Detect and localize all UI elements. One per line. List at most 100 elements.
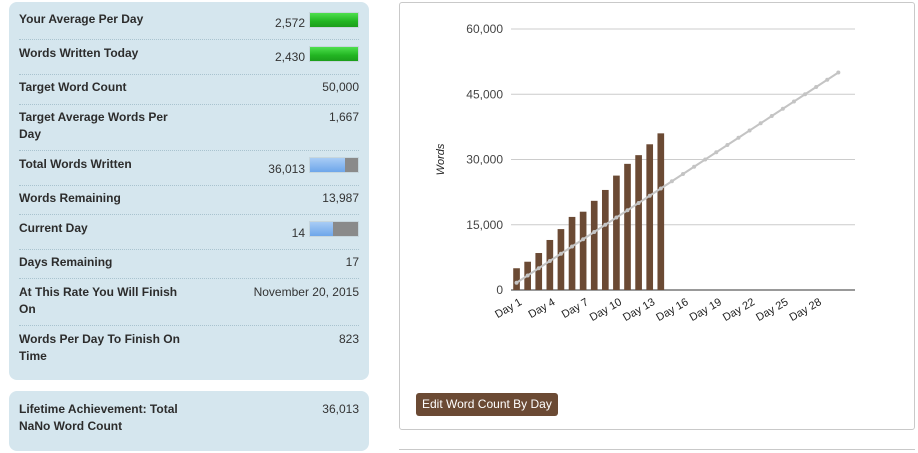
bar-day-5 — [557, 229, 565, 290]
bar-day-9 — [601, 189, 609, 290]
target-point — [803, 92, 808, 97]
stat-row-average-per-day: Your Average Per Day 2,572 — [19, 11, 359, 40]
stat-label: Total Words Written — [19, 157, 132, 171]
stat-row-total-words: Total Words Written 36,013 — [19, 156, 359, 186]
x-tick-label: Day 22 — [721, 296, 757, 324]
stat-label: Current Day — [19, 221, 88, 235]
stat-value: November 20, 2015 — [253, 285, 359, 299]
bar-day-7 — [579, 211, 587, 290]
target-point — [658, 186, 663, 191]
bar-day-6 — [568, 216, 576, 290]
stat-value: 2,430 — [274, 50, 305, 64]
stat-value: 1,667 — [328, 110, 359, 124]
stat-row-words-remaining: Words Remaining 13,987 — [19, 190, 359, 215]
stat-row-current-day: Current Day 14 — [19, 220, 359, 250]
y-axis-label: Words — [435, 143, 447, 175]
stat-row-words-per-day-to-finish: Words Per Day To Finish On Time 823 — [19, 331, 359, 372]
x-tick-label: Day 1 — [493, 296, 524, 321]
target-point — [558, 251, 563, 256]
y-tick-label: 45,000 — [466, 87, 503, 101]
target-line — [516, 71, 839, 284]
divider — [399, 449, 915, 453]
stat-label: Target Word Count — [19, 80, 127, 94]
target-point — [636, 201, 641, 205]
stat-label: At This Rate You Will Finish On — [19, 285, 178, 316]
target-point — [791, 99, 796, 104]
target-point — [647, 193, 652, 198]
edit-word-count-button[interactable]: Edit Word Count By Day — [416, 393, 558, 416]
target-point — [825, 77, 830, 82]
x-tick-label: Day 7 — [560, 296, 591, 321]
stats-panel: Your Average Per Day 2,572 Words Written… — [9, 2, 369, 380]
target-point — [625, 208, 630, 213]
stat-label: Lifetime Achievement: Total NaNo Word Co… — [19, 402, 178, 433]
stat-row-target-average: Target Average Words Per Day 1,667 — [19, 109, 359, 151]
progress-fill — [310, 158, 345, 172]
bar-day-10 — [613, 175, 620, 290]
target-point — [592, 230, 597, 235]
target-point — [747, 128, 752, 133]
target-point — [725, 143, 730, 148]
stat-value: 36,013 — [268, 162, 305, 176]
x-tick-label: Day 19 — [688, 296, 724, 324]
stat-row-lifetime: Lifetime Achievement: Total NaNo Word Co… — [19, 401, 359, 442]
bar-day-8 — [590, 200, 598, 290]
target-point — [692, 164, 697, 169]
average-bar — [309, 12, 359, 28]
stat-row-finish-date: At This Rate You Will Finish On November… — [19, 284, 359, 326]
x-tick-label: Day 13 — [621, 296, 657, 324]
target-point — [614, 215, 619, 220]
stat-label: Words Written Today — [19, 46, 139, 60]
total-words-progress-bar — [309, 157, 359, 173]
y-tick-label: 30,000 — [466, 153, 503, 167]
stat-value: 36,013 — [322, 402, 359, 416]
bar-day-11 — [624, 163, 631, 290]
bar-day-3 — [535, 253, 543, 290]
target-point — [714, 150, 719, 155]
stat-label: Days Remaining — [19, 255, 113, 269]
stat-label: Words Per Day To Finish On Time — [19, 332, 180, 363]
y-tick-label: 15,000 — [466, 218, 503, 232]
target-point — [581, 237, 586, 242]
word-count-chart: 0 15,000 30,000 45,000 60,000 Words Day 1 Day 4… — [435, 22, 855, 324]
target-point — [814, 84, 819, 89]
stat-label: Your Average Per Day — [19, 12, 144, 26]
target-point — [758, 121, 763, 126]
target-point — [536, 266, 541, 271]
y-tick-label: 60,000 — [466, 22, 503, 36]
stat-label: Words Remaining — [19, 191, 121, 205]
chart-panel: 0 15,000 30,000 45,000 60,000 Words Day 1 Day 4… — [399, 2, 915, 430]
x-tick-label: Day 28 — [787, 296, 823, 324]
bar-day-14 — [657, 133, 665, 290]
target-point — [769, 114, 774, 118]
target-point — [525, 273, 530, 278]
words-today-bar — [309, 46, 359, 62]
y-tick-label: 0 — [496, 283, 503, 297]
stat-value: 2,572 — [274, 16, 305, 30]
stat-row-target-word-count: Target Word Count 50,000 — [19, 79, 359, 105]
target-point — [570, 244, 575, 249]
bar-day-1 — [513, 268, 520, 290]
stat-row-days-remaining: Days Remaining 17 — [19, 254, 359, 279]
stat-value: 50,000 — [322, 80, 359, 94]
target-point — [703, 157, 708, 162]
target-point — [681, 171, 685, 176]
target-point — [603, 222, 608, 227]
x-tick-label: Day 10 — [588, 296, 624, 324]
x-tick-label: Day 16 — [654, 296, 690, 324]
target-point — [547, 258, 552, 263]
stat-value: 13,987 — [322, 191, 359, 205]
x-tick-label: Day 4 — [526, 296, 557, 321]
stat-value: 14 — [291, 226, 305, 240]
bar-day-4 — [546, 239, 554, 290]
stat-value: 17 — [345, 255, 359, 269]
target-point — [780, 106, 785, 111]
x-tick-label: Day 25 — [754, 296, 790, 324]
progress-fill — [310, 222, 333, 236]
bar-day-13 — [646, 144, 654, 290]
target-point — [836, 70, 841, 75]
bar-day-12 — [635, 155, 642, 290]
target-point — [669, 179, 674, 184]
stat-value: 823 — [338, 332, 359, 346]
target-point — [514, 280, 519, 285]
